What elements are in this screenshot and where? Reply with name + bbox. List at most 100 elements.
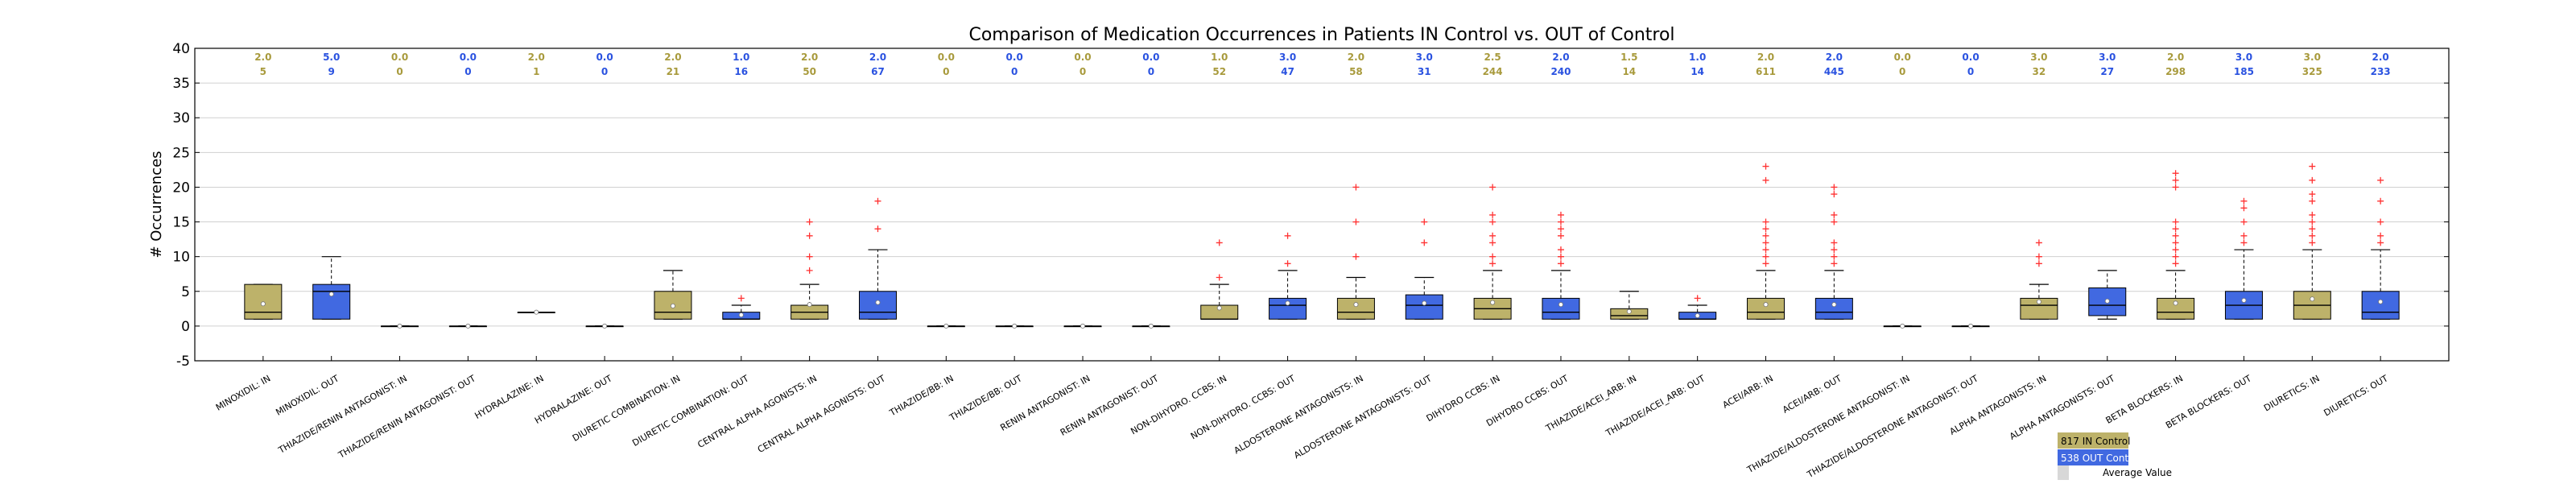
outlier-marker — [2309, 197, 2316, 205]
count-annotation: 0 — [1011, 66, 1018, 77]
count-annotation: 5 — [260, 66, 266, 77]
median-annotation: 0.0 — [1894, 52, 1911, 63]
y-tick-label: 15 — [172, 215, 190, 231]
mean-marker — [1216, 305, 1222, 311]
box-28 — [2157, 170, 2195, 320]
outlier-marker — [2309, 218, 2316, 225]
mean-marker — [1968, 323, 1974, 329]
outlier-marker — [2172, 176, 2179, 184]
outlier-marker — [806, 218, 813, 225]
x-tick-label: DIURETICS: IN — [2262, 373, 2322, 413]
outlier-marker — [2240, 232, 2248, 239]
outlier-marker — [737, 295, 745, 302]
box-body — [2361, 291, 2400, 320]
outlier-marker — [1762, 225, 1769, 233]
count-annotation: 14 — [1690, 66, 1704, 77]
box-29 — [2224, 197, 2263, 320]
outlier-marker — [2377, 176, 2384, 184]
y-tick-label: 0 — [181, 319, 190, 335]
box-23 — [1814, 184, 1853, 320]
outlier-marker — [1216, 274, 1223, 281]
outlier-marker — [2172, 232, 2179, 239]
median-annotation: 0.0 — [1006, 52, 1023, 63]
outlier-marker — [1762, 260, 1769, 267]
median-annotation: 2.0 — [869, 52, 886, 63]
outlier-marker — [2309, 176, 2316, 184]
mean-marker — [1285, 300, 1290, 306]
box-14 — [1200, 239, 1239, 320]
mean-marker — [1080, 323, 1086, 329]
count-annotation: 1 — [533, 66, 539, 77]
box-1 — [312, 256, 351, 320]
y-tick-label: 25 — [172, 145, 190, 161]
mean-marker — [2378, 299, 2384, 304]
mean-marker — [670, 303, 675, 308]
plot-frame — [194, 48, 2450, 362]
mean-marker — [397, 323, 402, 329]
box-10 — [927, 323, 965, 329]
mean-marker — [875, 300, 881, 305]
outlier-marker — [1557, 246, 1564, 254]
x-tick-label: CENTRAL ALPHA AGONISTS: OUT — [756, 373, 887, 455]
median-annotation: 1.0 — [1211, 52, 1228, 63]
outlier-marker — [1352, 184, 1360, 191]
mean-marker — [2104, 298, 2110, 304]
count-annotation: 0 — [464, 66, 471, 77]
y-tick-label: 30 — [172, 110, 190, 126]
box-body — [312, 283, 351, 320]
outlier-marker — [1762, 232, 1769, 239]
box-21 — [1678, 295, 1717, 320]
median-annotation: 1.0 — [733, 52, 749, 63]
outlier-marker — [1421, 239, 1428, 246]
outlier-marker — [1557, 211, 1564, 218]
y-axis-label: # Occurrences — [148, 151, 165, 258]
box-3 — [448, 323, 487, 329]
outlier-marker — [2172, 184, 2179, 191]
x-tick-label: MINOXIDIL: IN — [214, 373, 273, 412]
count-annotation: 0 — [1148, 66, 1154, 77]
box-18 — [1473, 184, 1512, 320]
outlier-marker — [1831, 260, 1838, 267]
count-annotation: 298 — [2165, 66, 2186, 77]
box-body — [1336, 297, 1375, 320]
outlier-marker — [2377, 232, 2384, 239]
count-annotation: 32 — [2033, 66, 2046, 77]
outlier-marker — [1489, 239, 1496, 246]
outlier-marker — [1557, 225, 1564, 233]
box-19 — [1542, 211, 1580, 320]
y-tick-label: -5 — [176, 354, 190, 370]
outlier-marker — [1284, 260, 1291, 267]
median-annotation: 0.0 — [1962, 52, 1979, 63]
box-4 — [517, 309, 555, 315]
median-annotation: 3.0 — [2030, 52, 2047, 63]
outlier-marker — [1421, 218, 1428, 225]
y-tick-label: 10 — [172, 250, 190, 266]
outlier-marker — [2035, 253, 2042, 260]
count-annotation: 67 — [871, 66, 885, 77]
outlier-marker — [2035, 239, 2042, 246]
median-annotation: 2.5 — [1484, 52, 1501, 63]
legend-swatch-in — [2058, 432, 2128, 449]
outlier-marker — [2240, 239, 2248, 246]
box-27 — [2088, 270, 2127, 320]
median-annotation: 0.0 — [1074, 52, 1091, 63]
x-tick-label: THIAZIDE/RENIN ANTAGONIST: OUT — [336, 373, 477, 461]
outlier-marker — [806, 232, 813, 239]
x-tick-label: CENTRAL ALPHA AGONISTS: IN — [696, 373, 819, 450]
outlier-marker — [1762, 218, 1769, 225]
outlier-marker — [2240, 218, 2248, 225]
mean-marker — [1012, 323, 1018, 329]
legend-swatch-out — [2058, 449, 2128, 465]
outlier-marker — [2035, 260, 2042, 267]
median-annotation: 2.0 — [2167, 52, 2184, 63]
x-tick-label: ALDOSTERONE ANTAGONISTS: IN — [1232, 373, 1365, 456]
outlier-marker — [1557, 253, 1564, 260]
outlier-marker — [1557, 218, 1564, 225]
mean-marker — [2310, 296, 2315, 302]
median-annotation: 0.0 — [938, 52, 955, 63]
box-20 — [1610, 291, 1649, 320]
legend-label-in: 817 IN Control — [2061, 436, 2130, 447]
y-tick-label: 35 — [172, 76, 190, 92]
count-annotation: 16 — [734, 66, 748, 77]
